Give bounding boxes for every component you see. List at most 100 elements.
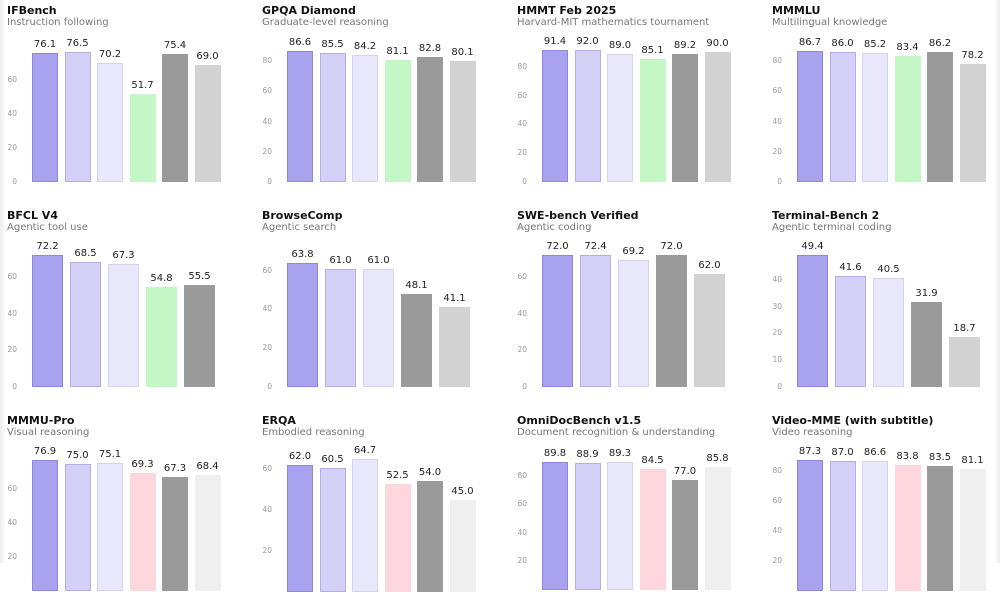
y-tick-label: 20 <box>262 343 272 353</box>
bar <box>797 51 823 182</box>
bar-value-label: 85.8 <box>706 453 729 465</box>
y-tick-label: 40 <box>7 518 17 527</box>
bar-value-label: 92.0 <box>576 35 599 47</box>
y-tick-label: 60 <box>262 464 272 473</box>
bar-value-label: 69.0 <box>196 50 219 62</box>
bar <box>194 474 221 591</box>
chart-subtitle: Visual reasoning <box>7 427 90 438</box>
chart-subtitle: Graduate-level reasoning <box>262 17 389 28</box>
bar <box>927 465 953 591</box>
bar-value-label: 49.4 <box>801 240 824 252</box>
bar-value-label: 88.9 <box>576 448 599 460</box>
y-tick-label: 80 <box>517 470 527 480</box>
bar-value-label: 86.6 <box>288 37 312 49</box>
bar <box>108 263 139 387</box>
bar <box>319 467 346 592</box>
bar-value-label: 76.1 <box>33 38 57 50</box>
y-tick-label: 60 <box>262 265 272 275</box>
y-tick-label: 60 <box>517 90 527 100</box>
bar <box>439 307 470 387</box>
chart-title: HMMT Feb 2025 <box>517 4 617 17</box>
bar <box>618 260 649 387</box>
bar <box>672 479 698 590</box>
chart-panel: BFCL V4 Agentic tool use 0 20 40 60 72.2 68.5 67… <box>0 205 250 410</box>
y-tick-label: 20 <box>772 556 782 565</box>
bar <box>32 460 58 591</box>
bar <box>129 94 156 182</box>
bar <box>70 261 101 387</box>
bar-value-label: 78.2 <box>961 49 984 61</box>
bar-value-label: 67.3 <box>112 249 135 261</box>
bar-value-label: 89.8 <box>543 447 567 459</box>
bar <box>959 469 986 591</box>
bar <box>607 462 633 590</box>
bar <box>639 469 666 590</box>
chart-panel: IFBench Instruction following 0 20 40 60 76.1 7… <box>0 0 250 205</box>
bar-value-label: 52.5 <box>386 470 409 482</box>
bar-value-label: 86.0 <box>831 38 854 50</box>
left-edge-shadow <box>0 0 6 563</box>
bar <box>873 278 904 387</box>
bar <box>194 64 221 182</box>
bar <box>829 52 856 182</box>
bar <box>64 463 91 591</box>
bar <box>797 254 828 387</box>
y-tick-label: 0 <box>12 382 17 391</box>
chart-title: Terminal-Bench 2 <box>772 209 880 222</box>
bar <box>287 263 318 387</box>
bar <box>949 336 980 387</box>
bar-value-label: 70.2 <box>98 48 122 60</box>
y-tick-label: 0 <box>12 177 17 186</box>
bar <box>574 49 601 182</box>
y-tick-label: 80 <box>262 56 272 66</box>
y-tick-label: 60 <box>7 484 17 493</box>
bar-value-label: 80.1 <box>451 47 474 59</box>
y-tick-label: 80 <box>772 56 782 66</box>
chart-subtitle: Agentic terminal coding <box>772 222 892 233</box>
bar-value-label: 40.5 <box>877 264 900 276</box>
y-tick-label: 80 <box>772 466 782 475</box>
y-tick-label: 40 <box>262 505 272 514</box>
bar-value-label: 72.0 <box>546 241 569 253</box>
bar-value-label: 51.7 <box>131 80 154 92</box>
bar-value-label: 76.9 <box>33 446 57 458</box>
chart-panel: MMMLU Multilingual knowledge 0 20 40 60 80 86.7… <box>765 0 1000 205</box>
y-tick-label: 20 <box>517 345 527 355</box>
y-tick-label: 20 <box>772 328 782 338</box>
bar-value-label: 86.2 <box>928 37 952 49</box>
bar-value-label: 69.3 <box>131 459 154 471</box>
bar-value-label: 72.4 <box>584 240 607 252</box>
bar <box>287 51 313 182</box>
bar <box>894 56 921 182</box>
bar-value-label: 64.7 <box>353 445 377 457</box>
bar-value-label: 83.8 <box>896 451 919 463</box>
bar <box>449 499 476 592</box>
y-tick-label: 20 <box>7 143 17 152</box>
chart-subtitle: Agentic search <box>262 222 337 233</box>
y-tick-label: 20 <box>7 552 17 561</box>
bar-value-label: 76.5 <box>66 37 89 49</box>
y-tick-label: 40 <box>262 304 272 314</box>
y-tick-label: 0 <box>777 382 782 391</box>
bar-value-label: 87.3 <box>798 446 822 458</box>
bar <box>894 465 921 591</box>
bar-value-label: 63.8 <box>291 249 314 261</box>
bar-value-label: 81.1 <box>386 45 409 57</box>
bar-value-label: 85.2 <box>863 39 887 51</box>
y-tick-label: 40 <box>7 308 17 318</box>
bar-value-label: 85.5 <box>321 38 344 50</box>
bar <box>574 462 601 590</box>
bar-value-label: 91.4 <box>543 36 567 48</box>
chart-title: MMMU-Pro <box>7 414 75 427</box>
y-tick-label: 60 <box>7 75 17 84</box>
chart-subtitle: Video reasoning <box>772 427 853 438</box>
bar-value-label: 75.1 <box>98 449 122 461</box>
bar-value-label: 54.8 <box>150 272 173 284</box>
chart-title: BFCL V4 <box>7 209 58 222</box>
bar-value-label: 68.5 <box>74 247 97 259</box>
bar-value-label: 84.2 <box>353 40 377 52</box>
bar <box>97 62 123 182</box>
bar-value-label: 82.8 <box>418 42 442 54</box>
y-tick-label: 60 <box>772 496 782 505</box>
bar <box>862 53 888 182</box>
